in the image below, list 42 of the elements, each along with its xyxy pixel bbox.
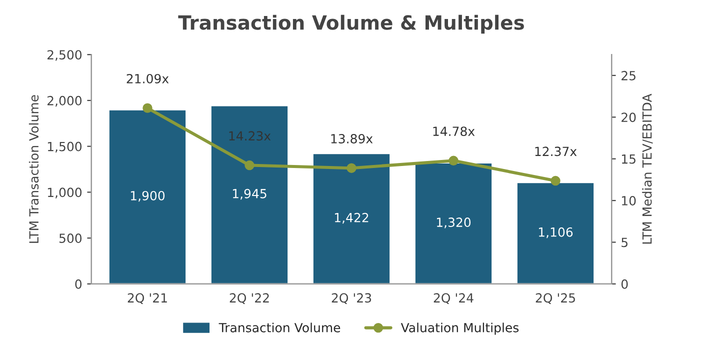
legend-label: Transaction Volume bbox=[218, 322, 340, 332]
y-axis-title: LTM Transaction Volume bbox=[28, 95, 39, 243]
data-label: 13.89x bbox=[331, 134, 373, 144]
y-tick-label: 1,000 bbox=[48, 188, 82, 198]
x-tick-label: 2Q '22 bbox=[230, 293, 269, 304]
data-label: 1,945 bbox=[232, 188, 266, 200]
chart-title: Transaction Volume & Multiples bbox=[178, 14, 524, 34]
data-label: 21.09x bbox=[126, 74, 169, 84]
y2-tick-label: 20 bbox=[622, 112, 636, 122]
y-tick-label: 0 bbox=[75, 279, 82, 289]
y-tick-label: 500 bbox=[59, 234, 82, 243]
x-tick-label: 2Q '25 bbox=[536, 293, 575, 304]
y2-tick-label: 10 bbox=[622, 196, 636, 206]
data-label: 1,422 bbox=[334, 212, 368, 224]
point bbox=[448, 156, 458, 166]
data-label: 14.78x bbox=[433, 126, 475, 136]
legend-label: Valuation Multiples bbox=[400, 322, 519, 335]
y2-axis-title: LTM Median TEV/EBITDA bbox=[642, 94, 653, 244]
bar bbox=[210, 104, 289, 284]
data-label: 14.23x bbox=[229, 131, 271, 141]
bar bbox=[516, 182, 595, 284]
y2-tick-label: 15 bbox=[622, 154, 636, 164]
point bbox=[142, 103, 152, 113]
bar bbox=[414, 162, 493, 284]
data-label: 1,106 bbox=[538, 227, 573, 238]
y2-tick-label: 25 bbox=[622, 70, 636, 80]
point bbox=[550, 176, 560, 186]
point bbox=[346, 163, 356, 173]
y2-tick-label: 0 bbox=[621, 279, 628, 289]
y-tick-label: 1,500 bbox=[48, 142, 82, 153]
bar bbox=[108, 108, 187, 284]
x-tick-label: 2Q '21 bbox=[128, 293, 167, 304]
bar bbox=[312, 152, 391, 284]
y2-tick-label: 5 bbox=[622, 238, 628, 248]
point bbox=[244, 160, 254, 170]
x-tick-label: 2Q '24 bbox=[434, 293, 474, 304]
x-tick-label: 2Q '23 bbox=[332, 293, 372, 304]
data-label: 12.37x bbox=[535, 146, 577, 156]
data-label: 1,320 bbox=[436, 218, 471, 228]
y-tick-label: 2,000 bbox=[47, 96, 82, 107]
data-label: 1,900 bbox=[130, 190, 165, 202]
y-tick-label: 2,500 bbox=[47, 50, 82, 61]
